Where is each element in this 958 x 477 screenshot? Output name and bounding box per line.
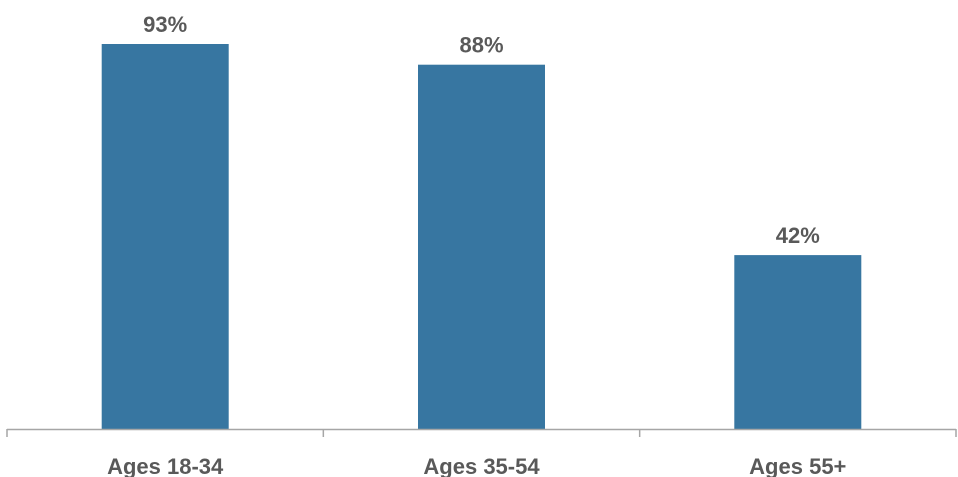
- bar-2: [418, 64, 545, 429]
- category-label-1: Ages 18-34: [107, 454, 224, 477]
- value-label-2: 88%: [459, 33, 503, 58]
- category-label-3: Ages 55+: [749, 454, 846, 477]
- category-label-2: Ages 35-54: [423, 454, 540, 477]
- value-label-3: 42%: [776, 223, 820, 248]
- bar-1: [101, 44, 229, 429]
- value-labels-layer: 93% 88% 42%: [143, 12, 820, 248]
- value-label-1: 93%: [143, 12, 187, 37]
- x-axis: Ages 18-34 Ages 35-54 Ages 55+: [6, 428, 957, 477]
- bars-layer: [101, 44, 862, 429]
- bar-3: [734, 255, 862, 429]
